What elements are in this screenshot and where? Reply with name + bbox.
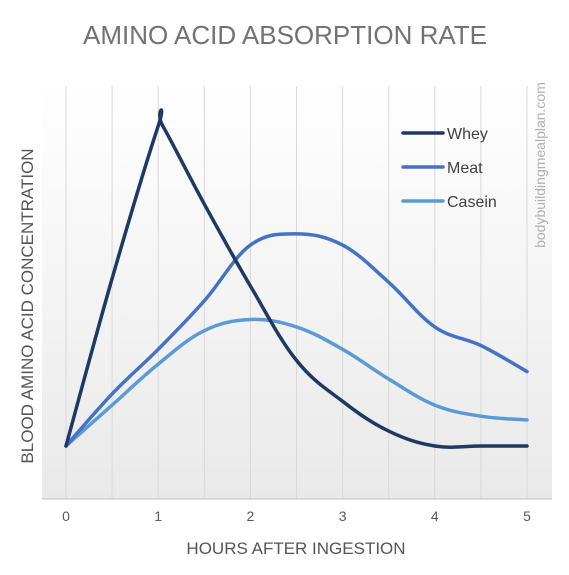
series-line-meat bbox=[64, 232, 529, 448]
legend: Whey Meat Casein bbox=[401, 126, 497, 211]
watermark: bodybuildingmealplan.com bbox=[532, 82, 548, 248]
series-line-whey bbox=[64, 108, 529, 449]
x-tick-label: 4 bbox=[431, 508, 439, 524]
series-line-casein bbox=[64, 317, 529, 448]
vertical-gridlines bbox=[65, 86, 528, 499]
legend-label-meat: Meat bbox=[447, 160, 483, 177]
x-tick-label: 0 bbox=[62, 508, 70, 524]
x-axis-label: HOURS AFTER INGESTION bbox=[186, 539, 405, 558]
series-lines bbox=[64, 108, 529, 449]
legend-label-casein: Casein bbox=[447, 194, 497, 211]
legend-label-whey: Whey bbox=[447, 126, 488, 143]
x-tick-labels: 0 1 2 3 4 5 bbox=[62, 508, 531, 524]
x-tick-label: 2 bbox=[247, 508, 255, 524]
x-tick-label: 5 bbox=[523, 508, 531, 524]
chart-title: AMINO ACID ABSORPTION RATE bbox=[83, 20, 487, 50]
x-tick-label: 1 bbox=[154, 508, 162, 524]
x-tick-label: 3 bbox=[339, 508, 347, 524]
y-axis-label: BLOOD AMINO ACID CONCENTRATION bbox=[18, 148, 37, 463]
